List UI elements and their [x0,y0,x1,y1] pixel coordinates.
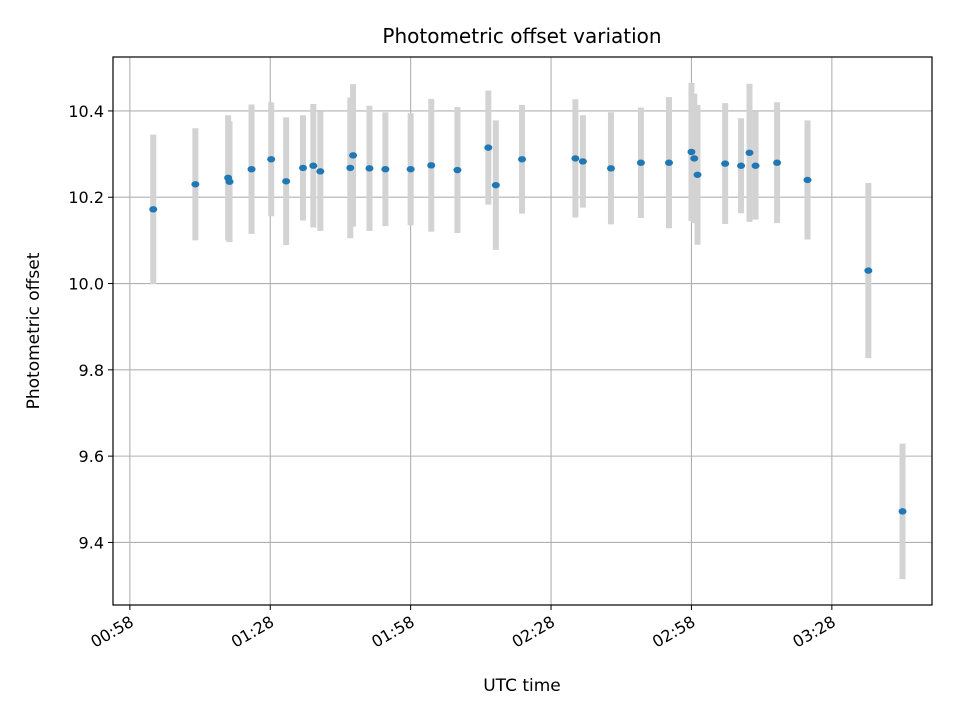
plot-area-frame [112,56,933,606]
x-tick-label: 02:28 [509,612,558,652]
y-axis-title: Photometric offset [24,252,44,409]
y-tick-label: 10.4 [68,102,104,121]
data-point [578,158,587,165]
data-point [687,148,696,156]
data-points [149,144,907,515]
data-point [346,164,355,172]
x-tick-label: 01:58 [368,612,417,652]
x-tick-label: 02:58 [649,612,698,652]
x-axis-ticks: 00:58 01:28 01:58 02:28 02:58 03:28 [87,605,839,652]
y-tick-label: 10.2 [68,188,104,207]
data-point [898,508,907,515]
data-point [571,155,580,162]
y-tick-label: 9.8 [79,361,104,380]
y-axis-ticks: 9.4 9.6 9.8 10.0 10.2 10.4 [68,102,113,552]
errorbars [150,82,906,580]
x-tick-label: 03:28 [789,612,838,652]
data-point [693,171,702,178]
data-point [427,162,436,169]
data-point [365,165,374,172]
x-tick-label: 00:58 [87,612,136,652]
data-point [453,166,462,174]
data-point [751,162,760,169]
data-point [773,159,782,166]
data-point [745,149,754,156]
data-point [491,181,500,189]
data-point [191,181,200,188]
data-point [225,178,234,185]
data-point [406,165,415,173]
data-point [381,165,390,173]
data-point [267,156,276,163]
y-tick-label: 9.6 [79,447,104,466]
data-point [247,165,256,173]
data-point [690,155,699,162]
data-point [316,168,325,175]
data-point [349,152,358,159]
x-axis-title: UTC time [483,676,561,696]
data-point [737,162,746,169]
data-point [636,159,645,166]
chart-title: Photometric offset variation [382,24,661,48]
data-point [664,159,673,166]
data-point [606,165,615,172]
data-point [149,206,158,213]
data-point [484,144,493,151]
data-point [282,178,291,185]
data-point [864,267,873,274]
data-point [803,176,812,184]
data-point [721,160,730,167]
y-tick-label: 9.4 [79,533,104,552]
x-tick-label: 01:28 [228,612,277,652]
data-point [518,156,527,163]
data-point [309,162,318,169]
data-point [299,164,308,172]
y-tick-label: 10.0 [68,275,104,294]
